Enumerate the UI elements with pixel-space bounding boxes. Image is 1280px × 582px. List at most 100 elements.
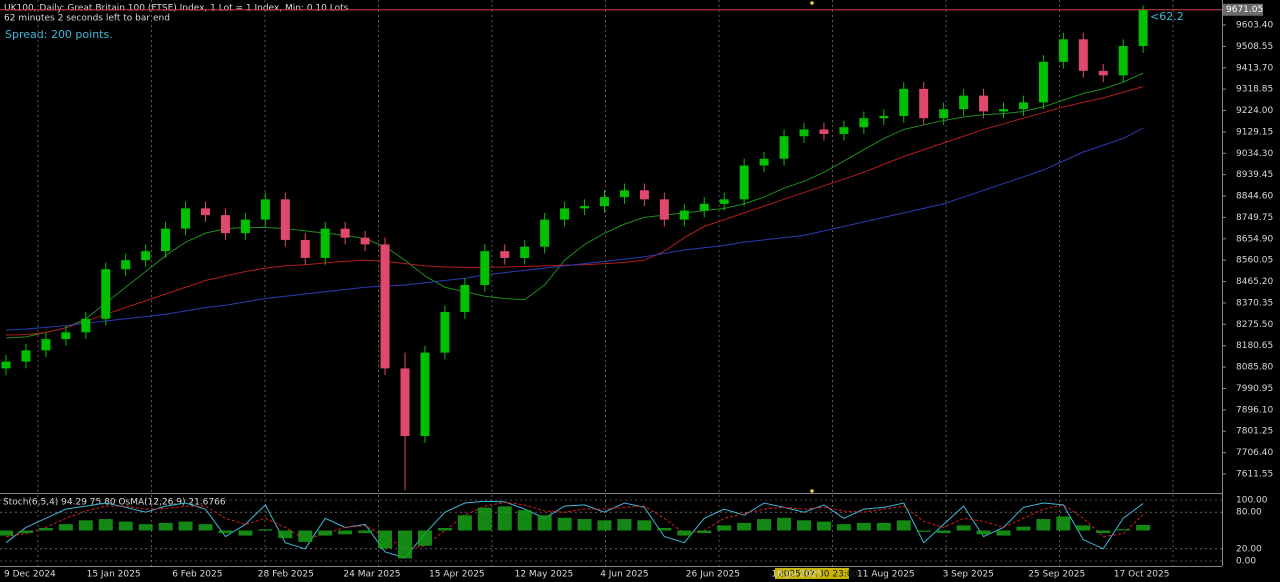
osma-bar (577, 519, 592, 531)
candle-body (619, 190, 629, 198)
candle-body (999, 109, 1008, 112)
osma-bar (677, 530, 692, 536)
crosshair-box (775, 568, 849, 579)
spread-info: Spread: 200 points. (5, 28, 113, 41)
price-label-box (1223, 3, 1263, 16)
osma-bar (1116, 529, 1131, 531)
candle-body (340, 228, 350, 238)
candle-body (201, 208, 210, 216)
osma-bar (697, 530, 712, 534)
y-tick-label: 9318.85 (1236, 85, 1273, 95)
osma-bar (1056, 516, 1071, 531)
candle-body (699, 203, 709, 211)
osma-bar (737, 522, 752, 531)
osma-bar (218, 530, 233, 534)
candle-body (839, 127, 849, 134)
y-tick-label: 7990.95 (1236, 384, 1273, 394)
x-tick-label: 11 Aug 2025 (857, 570, 915, 580)
x-tick-label: 15 Jan 2025 (87, 570, 141, 580)
marker-label: <62.2 (1150, 10, 1184, 23)
y-tick-label: 7896.10 (1236, 405, 1273, 415)
candle-body (939, 109, 949, 119)
candle-body (600, 197, 609, 207)
candle-body (819, 129, 829, 134)
candle-body (161, 228, 171, 252)
candle-body (300, 239, 310, 258)
x-tick-label: 12 May 2025 (515, 570, 574, 580)
candle-body (659, 199, 669, 220)
candle-body (1098, 70, 1108, 76)
candle-body (879, 115, 889, 119)
osma-bar (816, 521, 831, 531)
y-tick-label: 0.00 (1236, 557, 1256, 567)
y-tick-label: 8465.20 (1236, 277, 1273, 287)
candle-body (121, 260, 131, 270)
candle-body (1138, 9, 1148, 47)
candle-body (181, 208, 191, 229)
candle-body (779, 136, 789, 159)
x-tick-label: 15 Apr 2025 (429, 570, 485, 580)
x-tick-label: 18 Jul 2025 (771, 570, 822, 580)
osma-bar (1076, 525, 1091, 531)
candle-body (540, 219, 550, 247)
osma-bar (98, 519, 113, 531)
candle-body (440, 312, 450, 353)
crosshair-dot (810, 1, 814, 5)
chart-title: UK100, Daily: Great Britain 100 (FTSE) I… (4, 4, 349, 14)
candle-body (679, 210, 689, 220)
candle-body (859, 118, 869, 128)
y-tick-label: 9129.15 (1236, 127, 1273, 137)
x-tick-label: 6 Feb 2025 (172, 570, 222, 580)
osma-bar (1096, 530, 1111, 534)
y-tick-label: 9224.00 (1236, 106, 1273, 116)
osma-bar (537, 515, 552, 531)
moving-average (5, 72, 1144, 339)
y-tick-label: 8085.80 (1236, 363, 1273, 373)
bar-timer: 62 minutes 2 seconds left to bar end (4, 14, 170, 24)
candle-body (1, 361, 11, 369)
candle-body (21, 350, 31, 362)
osma-bar (657, 527, 672, 531)
candle-body (81, 318, 91, 333)
candle-body (739, 165, 749, 200)
osma-bar (238, 530, 253, 536)
osma-bar (318, 530, 333, 536)
osma-bar (597, 520, 612, 531)
candle-body (420, 352, 430, 437)
osma-bar (437, 527, 452, 531)
candle-body (41, 339, 51, 351)
candle-body (919, 88, 929, 119)
osma-bar (996, 530, 1011, 536)
osma-bar (876, 522, 891, 531)
candle-body (1058, 39, 1068, 62)
price-label: 9671.05 (1226, 5, 1263, 15)
candle-body (560, 208, 570, 220)
osma-bar (58, 524, 73, 531)
osma-bar (936, 530, 951, 534)
y-tick-label: 8180.65 (1236, 341, 1273, 351)
candle-body (460, 284, 470, 313)
x-tick-label: 24 Mar 2025 (343, 570, 400, 580)
osma-bar (1016, 526, 1031, 531)
osma-bar (178, 521, 193, 531)
candle-body (719, 199, 729, 204)
x-tick-label: 4 Jun 2025 (600, 570, 648, 580)
osma-bar (298, 530, 313, 542)
osma-bar (956, 525, 971, 531)
y-tick-label: 9508.55 (1236, 42, 1273, 52)
osma-bar (158, 522, 173, 531)
candle-body (141, 251, 151, 261)
x-tick-label: 25 Sep 2025 (1028, 570, 1085, 580)
osma-bar (417, 530, 432, 546)
y-tick-label: 9034.30 (1236, 149, 1273, 159)
osma-bar (717, 525, 732, 531)
indicator-title: Stoch(6,5,4) 94.29 75.80 OsMA(12,26,9) 2… (3, 498, 226, 508)
osma-bar (637, 520, 652, 531)
candle-body (959, 95, 969, 110)
y-tick-label: 8939.45 (1236, 170, 1273, 180)
osma-bar (477, 507, 492, 531)
osma-bar (398, 530, 412, 559)
candle-body (580, 206, 590, 209)
